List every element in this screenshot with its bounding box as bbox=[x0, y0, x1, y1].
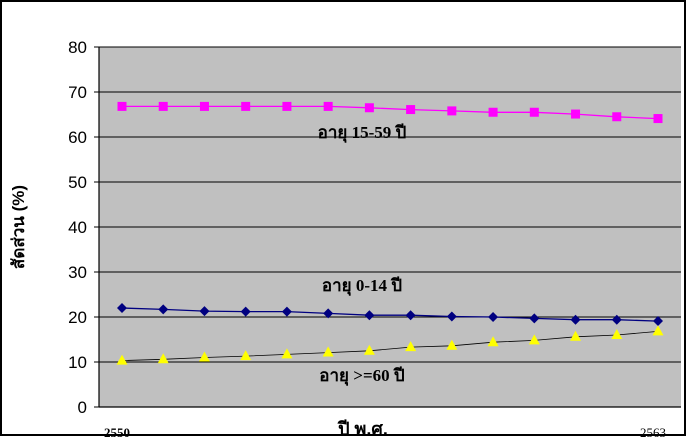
y-axis-title: สัดส่วน (%) bbox=[9, 185, 28, 269]
series-1 bbox=[117, 303, 663, 327]
series-1-point-7 bbox=[405, 310, 416, 321]
y-tick-label-50: 50 bbox=[68, 173, 87, 192]
series-1-point-0 bbox=[117, 303, 127, 313]
series-0-point-13 bbox=[653, 114, 663, 124]
series-0-point-8 bbox=[447, 106, 457, 116]
series-1-point-5 bbox=[323, 308, 334, 319]
series-1-point-6 bbox=[364, 310, 375, 321]
series-0-point-3 bbox=[241, 101, 251, 111]
series-0-point-12 bbox=[612, 112, 622, 122]
series-2-point-13 bbox=[652, 325, 664, 336]
series-label-1: อายุ 0-14 ปี bbox=[322, 275, 402, 296]
axes bbox=[94, 46, 681, 408]
y-tick-label-20: 20 bbox=[68, 308, 87, 327]
series-1-point-3 bbox=[240, 306, 251, 317]
series-0-point-2 bbox=[199, 101, 209, 111]
series-0-point-7 bbox=[406, 105, 416, 115]
gridlines bbox=[99, 46, 681, 363]
y-tick-label-40: 40 bbox=[68, 218, 87, 237]
series-1-point-1 bbox=[158, 304, 169, 315]
y-tick-label-10: 10 bbox=[68, 353, 87, 372]
series-0-point-5 bbox=[323, 101, 333, 111]
series-2-point-11 bbox=[570, 330, 582, 341]
series-label-2: อายุ >=60 ปี bbox=[319, 365, 405, 386]
series-label-0: อายุ 15-59 ปี bbox=[318, 122, 407, 143]
series-1-point-10 bbox=[529, 313, 540, 324]
y-tick-label-60: 60 bbox=[68, 128, 87, 147]
series-0-point-1 bbox=[158, 101, 168, 111]
series-1-line bbox=[121, 307, 659, 322]
series-0-point-0 bbox=[117, 101, 127, 111]
series-1-point-4 bbox=[281, 306, 292, 317]
series-2-point-6 bbox=[363, 344, 375, 355]
y-tick-labels: 0 10 20 30 40 50 60 70 80 bbox=[68, 38, 87, 417]
series-2 bbox=[116, 325, 664, 365]
series-2-point-9 bbox=[487, 336, 499, 347]
series-1-point-11 bbox=[570, 314, 581, 325]
series-2-point-2 bbox=[198, 351, 210, 362]
y-tick-label-0: 0 bbox=[78, 398, 87, 417]
series-2-point-3 bbox=[240, 350, 252, 361]
y-tick-label-30: 30 bbox=[68, 263, 87, 282]
series-2-point-0 bbox=[116, 354, 128, 365]
series-1-point-9 bbox=[488, 312, 499, 322]
series-0 bbox=[117, 101, 663, 124]
series-0-point-6 bbox=[364, 103, 374, 113]
y-tick-label-70: 70 bbox=[68, 83, 87, 102]
series-2-point-12 bbox=[611, 329, 623, 339]
series-1-point-12 bbox=[611, 314, 622, 325]
series-0-point-10 bbox=[529, 107, 539, 117]
series-0-point-9 bbox=[488, 107, 498, 117]
series-1-point-13 bbox=[653, 316, 663, 327]
series-0-line bbox=[122, 105, 659, 120]
series-1-point-8 bbox=[446, 311, 457, 322]
series-2-point-7 bbox=[405, 341, 417, 352]
series-2-point-8 bbox=[446, 339, 458, 350]
series-0-point-4 bbox=[282, 101, 292, 111]
series-labels: อายุ 15-59 ปีอายุ 0-14 ปีอายุ >=60 ปี bbox=[318, 122, 407, 386]
series-2-point-1 bbox=[157, 353, 169, 364]
series-2-point-5 bbox=[322, 346, 334, 357]
x-tick-label-first: 2550 bbox=[104, 425, 130, 437]
series-1-point-2 bbox=[199, 306, 210, 317]
series-2-point-4 bbox=[281, 348, 293, 359]
series-0-point-11 bbox=[571, 109, 581, 119]
series-2-line bbox=[121, 331, 659, 361]
y-tick-label-80: 80 bbox=[68, 38, 87, 57]
x-axis-title: ปี พ.ศ. bbox=[337, 419, 388, 437]
series-2-point-10 bbox=[528, 334, 540, 345]
series-layer bbox=[116, 101, 664, 365]
x-tick-label-last: 2563 bbox=[640, 425, 666, 437]
